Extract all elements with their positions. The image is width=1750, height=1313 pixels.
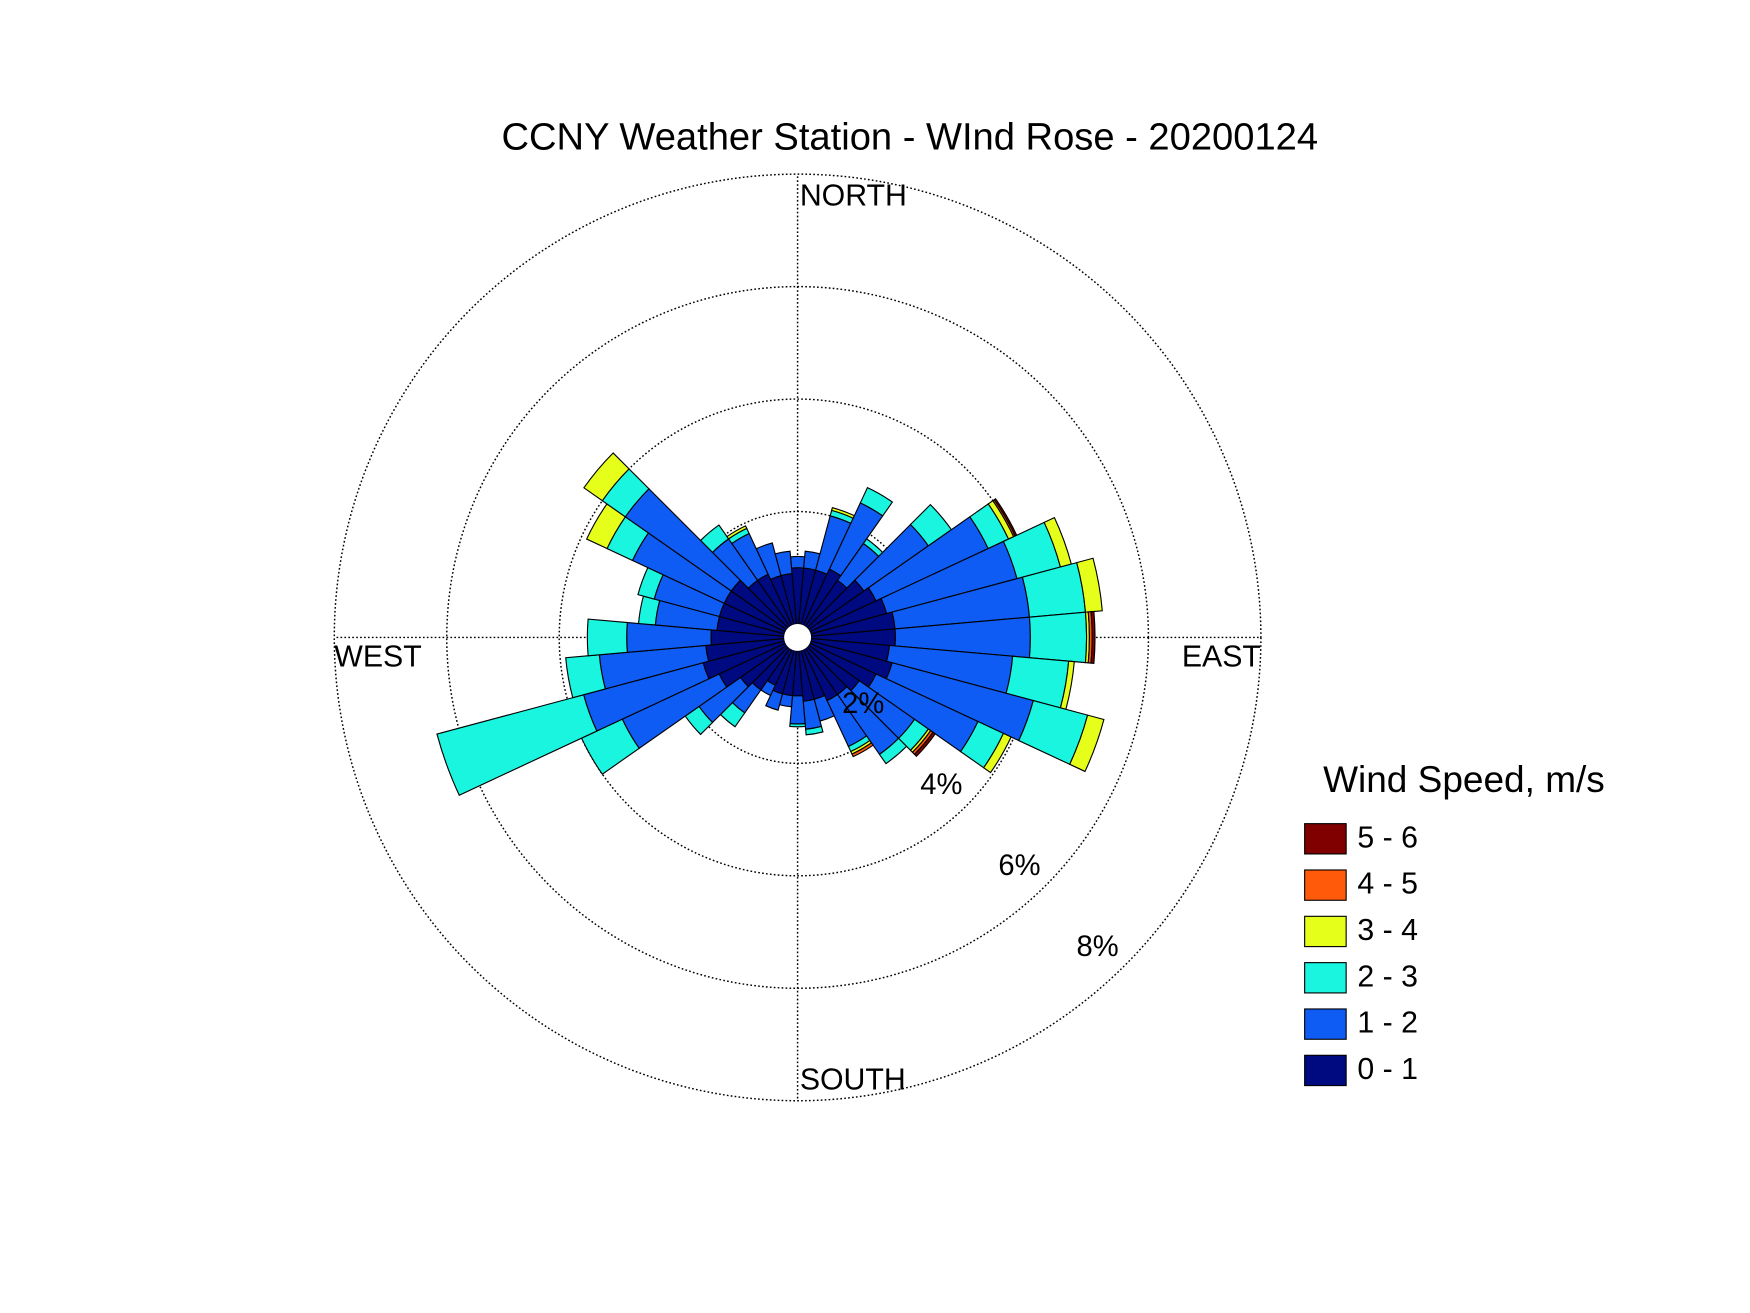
wedge (583, 452, 630, 502)
wedge (1028, 611, 1088, 664)
legend-label: 2 - 3 (1357, 960, 1418, 993)
legend-swatch (1304, 823, 1347, 855)
r-tick-label: 4% (920, 769, 962, 801)
wedge (851, 742, 874, 758)
center-hole (784, 623, 812, 651)
wedge (1090, 610, 1096, 664)
r-tick-label: 6% (998, 850, 1040, 882)
wedge (982, 732, 1012, 774)
theta-tick-label: WEST (334, 641, 421, 674)
grid-circle (333, 173, 1262, 1102)
legend: 0 - 1 1 - 2 2 - 3 3 - 4 4 - 5 5 - 6 (1304, 821, 1418, 1087)
legend-label: 1 - 2 (1357, 1007, 1418, 1040)
legend-swatch (1304, 1054, 1347, 1087)
wedge (774, 550, 793, 577)
legend-swatch (1304, 915, 1347, 948)
wedge (726, 525, 748, 540)
legend-label: 0 - 1 (1357, 1053, 1418, 1086)
theta-tick-label: NORTH (800, 180, 907, 213)
theta-tick-label: EAST (1182, 641, 1261, 674)
legend-swatch (1304, 1008, 1347, 1040)
labels: 2% 4% 6% 8% NORTH EAST SOUTH WEST (334, 180, 1261, 1097)
legend-title: Wind Speed, m/s (1323, 758, 1605, 800)
r-tick-label: 2% (842, 688, 884, 720)
theta-tick-label: SOUTH (800, 1064, 906, 1097)
legend-label: 5 - 6 (1357, 821, 1418, 854)
wedge (878, 737, 908, 765)
legend-label: 3 - 4 (1357, 914, 1418, 947)
wedge (1068, 714, 1105, 773)
legend-swatch (1304, 869, 1347, 901)
legend-swatch (1304, 962, 1347, 994)
wedge (789, 555, 806, 569)
wedge (859, 486, 894, 517)
wedge (436, 694, 598, 796)
wedge (586, 618, 628, 657)
wedge (789, 723, 806, 728)
chart-title: CCNY Weather Station - WInd Rose - 20200… (501, 115, 1318, 158)
r-tick-label: 8% (1077, 931, 1119, 963)
legend-label: 4 - 5 (1357, 868, 1418, 901)
wedge (805, 725, 824, 736)
wedges (436, 452, 1105, 796)
wedge (913, 731, 937, 758)
